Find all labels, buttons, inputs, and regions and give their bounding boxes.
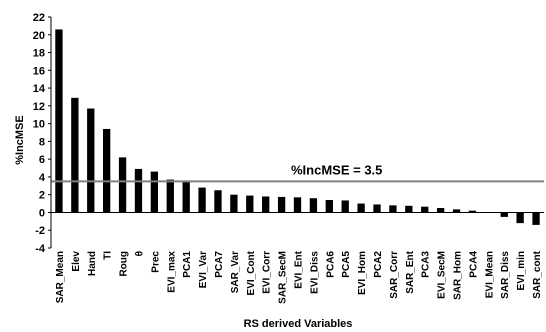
- bar: [500, 212, 508, 217]
- x-tick-label: θ: [134, 251, 145, 256]
- y-tick-label: 22: [33, 12, 45, 24]
- bar: [405, 205, 413, 213]
- y-tick-label: 18: [33, 48, 45, 60]
- y-tick-label: 6: [39, 154, 45, 166]
- x-tick-label: SAR_Ent: [405, 250, 416, 293]
- y-tick-label: 14: [33, 83, 46, 95]
- bar: [71, 97, 79, 213]
- bar: [55, 29, 63, 213]
- x-tick-label: EVI_Corr: [262, 251, 273, 294]
- bars: [55, 29, 540, 225]
- x-tick-label: EVI_SecM: [437, 251, 448, 299]
- y-tick-label: -2: [35, 225, 45, 237]
- bar: [198, 187, 206, 213]
- bar: [436, 208, 445, 213]
- y-tick-label: 20: [33, 30, 45, 42]
- threshold-label: %IncMSE = 3.5: [291, 162, 382, 177]
- bar: [118, 157, 127, 213]
- x-tick-label: EVI_Mean: [484, 251, 495, 298]
- x-tick-label: EVI_Hom: [357, 251, 368, 295]
- bar: [277, 196, 286, 213]
- x-tick-label: PCA7: [214, 251, 225, 278]
- x-tick-label: PCA4: [468, 251, 479, 278]
- x-tick-label: SAR_SecM: [278, 251, 289, 304]
- x-tick-label: SAR_Mean: [55, 251, 66, 303]
- bar: [166, 179, 174, 213]
- bar: [516, 212, 524, 224]
- y-tick-label: -4: [35, 243, 46, 255]
- bar: [87, 108, 95, 213]
- bar: [103, 128, 111, 213]
- bar: [421, 206, 429, 213]
- x-tick-label: PCA6: [325, 251, 336, 278]
- y-tick-label: 16: [33, 65, 45, 77]
- x-tick-label: SAR_Diss: [500, 251, 511, 299]
- y-tick-label: 10: [33, 119, 45, 131]
- x-ticks: SAR_Mean Elev Hand TI Roug θ Prec EVI_max PCA1 EV…: [55, 250, 543, 303]
- y-tick-label: 12: [33, 101, 45, 113]
- x-tick-label: EVI_Diss: [309, 251, 320, 294]
- x-tick-label: EVI_Cont: [246, 250, 257, 295]
- bar: [373, 204, 381, 213]
- bar: [230, 194, 238, 213]
- x-tick-label: EVI_min: [516, 251, 527, 290]
- y-tick-label: 0: [39, 207, 45, 219]
- bar: [309, 198, 318, 213]
- x-axis-title: RS derived Variables: [244, 318, 353, 330]
- bar: [357, 203, 365, 213]
- bar: [182, 180, 190, 213]
- bar: [214, 190, 222, 213]
- x-tick-label: PCA1: [182, 251, 193, 278]
- bar: [134, 168, 143, 213]
- x-tick-label: PCA5: [341, 251, 352, 278]
- x-tick-label: PCA3: [421, 251, 432, 278]
- y-ticks: -4 -2 0 2 4 6 8 10 12 14 16 18 20 22: [33, 12, 51, 255]
- bar: [452, 209, 461, 213]
- x-tick-label: Elev: [71, 251, 82, 272]
- x-tick-label: Roug: [119, 251, 130, 277]
- x-tick-label: SAR_Hom: [453, 251, 464, 300]
- x-tick-label: PCA2: [373, 251, 384, 278]
- x-tick-label: EVI_Var: [198, 251, 209, 288]
- bar: [293, 197, 302, 213]
- bar: [262, 196, 270, 213]
- x-tick-label: EVI_Ent: [294, 250, 305, 288]
- x-tick-label: SAR_cont: [532, 250, 543, 298]
- x-tick-label: SAR_Var: [230, 251, 241, 293]
- bar: [389, 205, 397, 213]
- x-tick-label: Hand: [87, 251, 98, 276]
- x-tick-label: Prec: [150, 251, 161, 273]
- y-tick-label: 2: [39, 190, 45, 202]
- bar: [468, 210, 477, 213]
- x-tick-label: SAR_Corr: [389, 251, 400, 299]
- y-axis-title: %IncMSE: [14, 115, 26, 165]
- bar: [246, 195, 254, 213]
- bar: [150, 171, 159, 213]
- y-tick-label: 4: [39, 172, 46, 184]
- bar: [325, 200, 333, 213]
- bar: [532, 212, 540, 225]
- x-tick-label: EVI_max: [166, 251, 177, 293]
- x-tick-label: TI: [103, 251, 114, 260]
- y-tick-label: 8: [39, 136, 45, 148]
- bar: [341, 200, 349, 213]
